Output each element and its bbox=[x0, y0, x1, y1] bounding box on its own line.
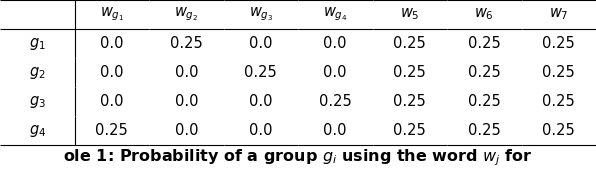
Text: ole 1: Probability of a group $g_i$ using the word $w_j$ for: ole 1: Probability of a group $g_i$ usin… bbox=[63, 147, 533, 168]
